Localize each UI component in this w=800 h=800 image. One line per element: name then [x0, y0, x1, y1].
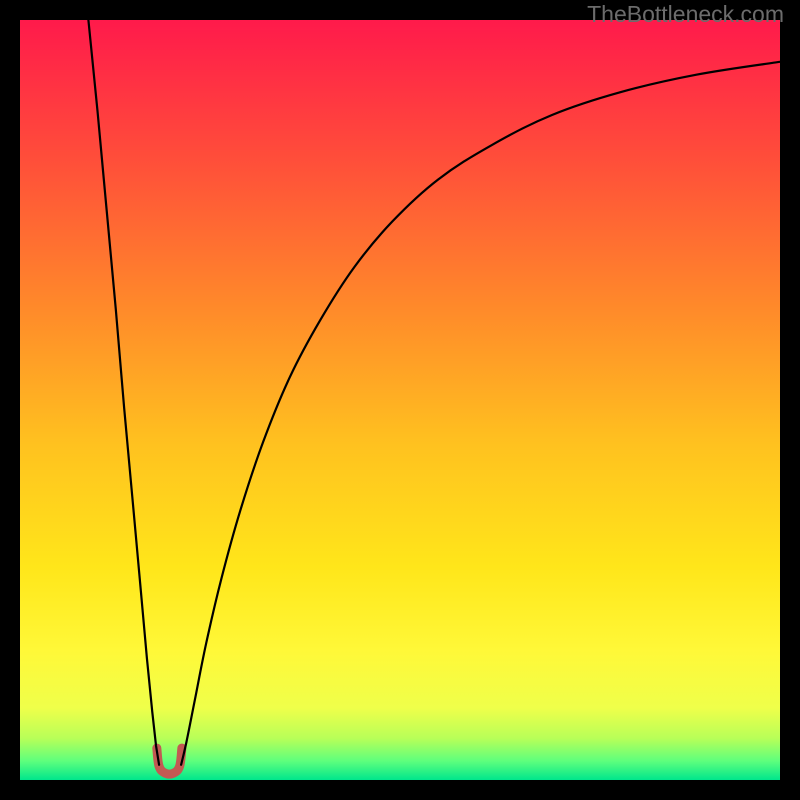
- figure-container: TheBottleneck.com: [0, 0, 800, 800]
- bottleneck-chart: [0, 0, 800, 800]
- watermark-label: TheBottleneck.com: [587, 1, 784, 28]
- plot-background: [20, 20, 780, 780]
